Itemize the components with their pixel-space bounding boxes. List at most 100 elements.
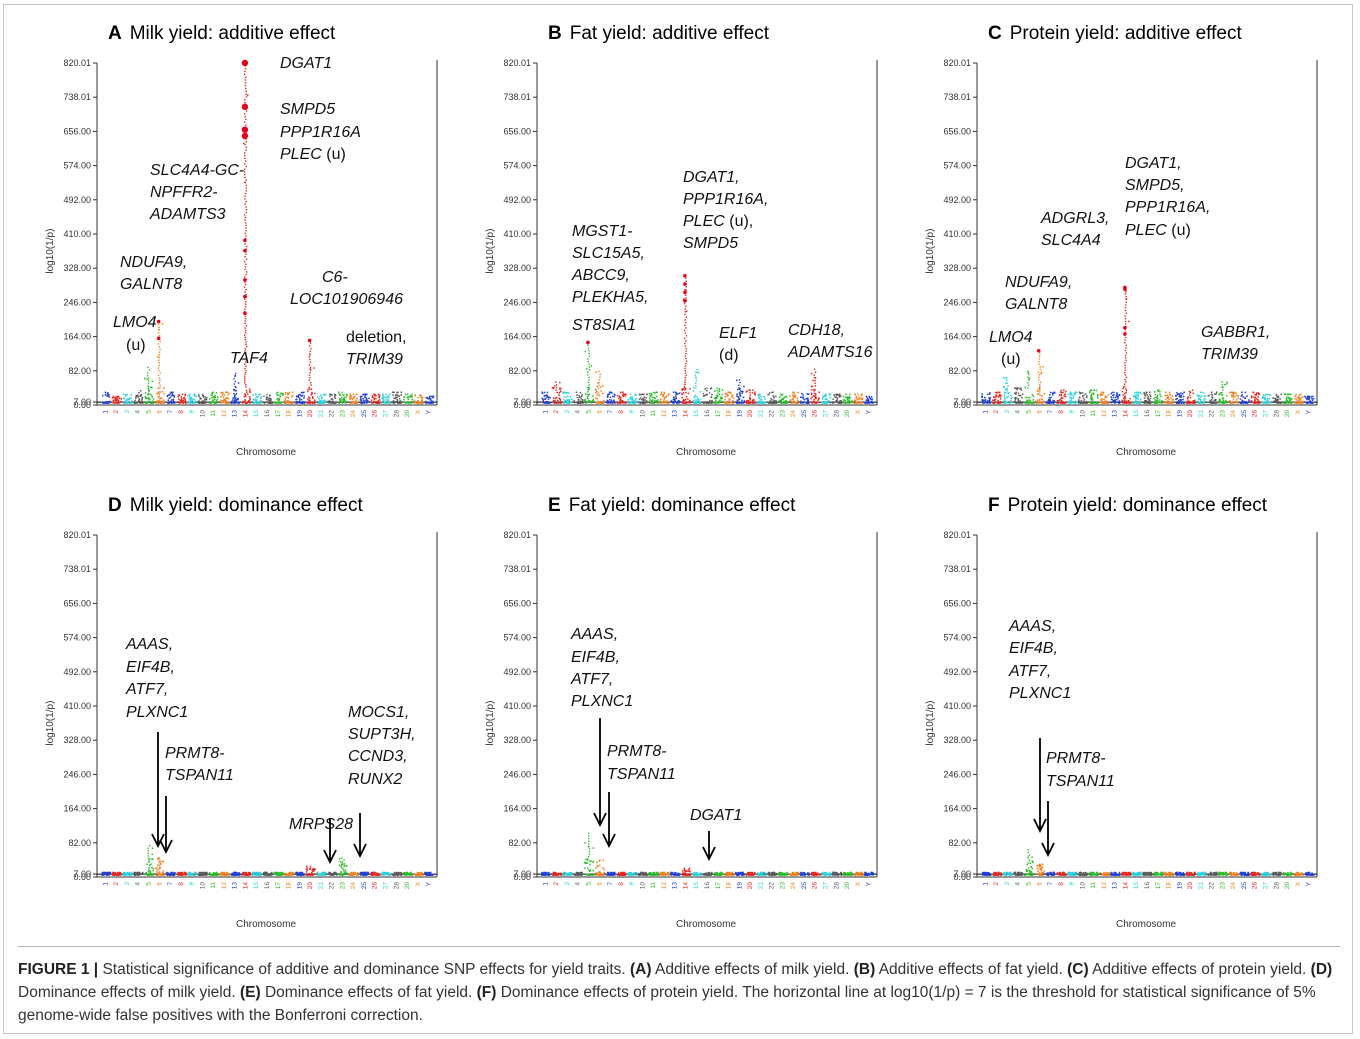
snp-point <box>150 402 152 404</box>
snp-point <box>1125 295 1127 298</box>
snp-point <box>721 397 723 399</box>
chromosome-cloud-a-16 <box>263 394 273 404</box>
snp-point <box>1075 391 1078 393</box>
snp-point <box>338 391 340 393</box>
chromosome-cloud-b-9 <box>627 393 638 404</box>
snp-point <box>172 391 174 393</box>
snp-point <box>592 395 594 397</box>
snp-point <box>291 873 293 875</box>
snp-point <box>588 388 590 391</box>
snp-point <box>245 263 247 265</box>
snp-point <box>188 400 191 403</box>
snp-point <box>189 402 192 404</box>
snp-point <box>245 354 247 357</box>
snp-point <box>739 388 741 390</box>
snp-point <box>806 402 808 404</box>
snp-point <box>232 874 235 876</box>
snp-point <box>739 394 741 397</box>
snp-point <box>310 384 312 386</box>
snp-point <box>168 401 170 403</box>
snp-point <box>210 402 212 404</box>
x-tick-label-d: 2 <box>113 882 120 886</box>
snp-point <box>1069 402 1071 404</box>
snp-point <box>997 391 999 394</box>
chromosome-peak-b-17 <box>716 387 719 403</box>
snp-point <box>158 861 161 864</box>
snp-point <box>1255 393 1257 395</box>
snp-point <box>266 872 268 874</box>
snp-point <box>1265 402 1267 404</box>
snp-point <box>101 874 103 876</box>
snp-point <box>332 402 335 404</box>
snp-point <box>622 391 624 393</box>
snp-point <box>1028 379 1030 381</box>
snp-point <box>1222 397 1224 399</box>
snp-point <box>1192 392 1195 395</box>
snp-point <box>244 82 247 84</box>
snp-point <box>1011 401 1013 403</box>
snp-point <box>107 394 109 397</box>
snp-point <box>1083 394 1085 397</box>
gene-annotation-b: CDH18, <box>788 322 845 339</box>
snp-point <box>300 871 303 874</box>
snp-point <box>147 389 150 391</box>
snp-point <box>277 399 279 401</box>
snp-point <box>1194 402 1196 404</box>
snp-point <box>129 874 131 876</box>
snp-point <box>259 402 261 404</box>
chromosome-cloud-d-19 <box>295 871 305 876</box>
snp-point <box>1027 387 1029 389</box>
snp-point <box>654 399 656 402</box>
gene-name: ADAMTS3 <box>149 206 226 223</box>
gene-name: ST8SIA1 <box>572 317 636 334</box>
snp-point <box>553 397 555 399</box>
snp-point <box>1027 382 1029 384</box>
snp-point <box>150 394 153 396</box>
snp-point <box>408 401 410 404</box>
snp-point <box>127 398 129 400</box>
snp-point <box>659 402 662 404</box>
snp-point <box>109 871 112 874</box>
snp-point <box>135 397 137 399</box>
chromosome-cloud-c-10 <box>1078 391 1088 404</box>
chromosome-peak-b-12 <box>662 391 666 403</box>
snp-point <box>1230 402 1232 404</box>
snp-point <box>1157 399 1159 401</box>
snp-point <box>982 400 984 402</box>
snp-point <box>829 397 831 399</box>
snp-point <box>1221 394 1224 396</box>
snp-point <box>1096 393 1099 396</box>
snp-point <box>1179 400 1181 403</box>
snp-point <box>609 391 611 394</box>
gene-name: PPP1R16A <box>280 124 361 141</box>
snp-point <box>327 400 329 403</box>
snp-point <box>709 388 712 390</box>
snp-point <box>1218 400 1220 403</box>
snp-point <box>275 392 278 395</box>
snp-point <box>1085 396 1088 399</box>
y-axis-label-c: log10(1/p) <box>925 229 936 274</box>
snp-point <box>411 393 413 396</box>
snp-point <box>252 399 255 401</box>
snp-point <box>224 399 227 401</box>
snp-point <box>244 70 246 73</box>
snp-point <box>587 389 589 391</box>
snp-point <box>868 395 871 398</box>
snp-point <box>645 396 647 399</box>
snp-point <box>822 395 825 398</box>
snp-point <box>215 401 217 403</box>
snp-point <box>718 399 721 402</box>
snp-point <box>786 402 788 404</box>
chromosome-cloud-b-16 <box>702 387 713 404</box>
snp-point <box>600 402 603 404</box>
gene-name: SLC4A4-GC- <box>150 162 244 179</box>
chromosome-cloud-c-28 <box>1272 393 1282 404</box>
snp-point <box>1078 402 1080 404</box>
snp-point <box>1178 393 1180 395</box>
snp-point <box>211 392 213 394</box>
snp-point <box>209 874 211 876</box>
snp-point <box>227 872 229 875</box>
snp-point <box>114 397 116 399</box>
snp-point <box>825 398 828 401</box>
snp-point <box>374 395 376 397</box>
